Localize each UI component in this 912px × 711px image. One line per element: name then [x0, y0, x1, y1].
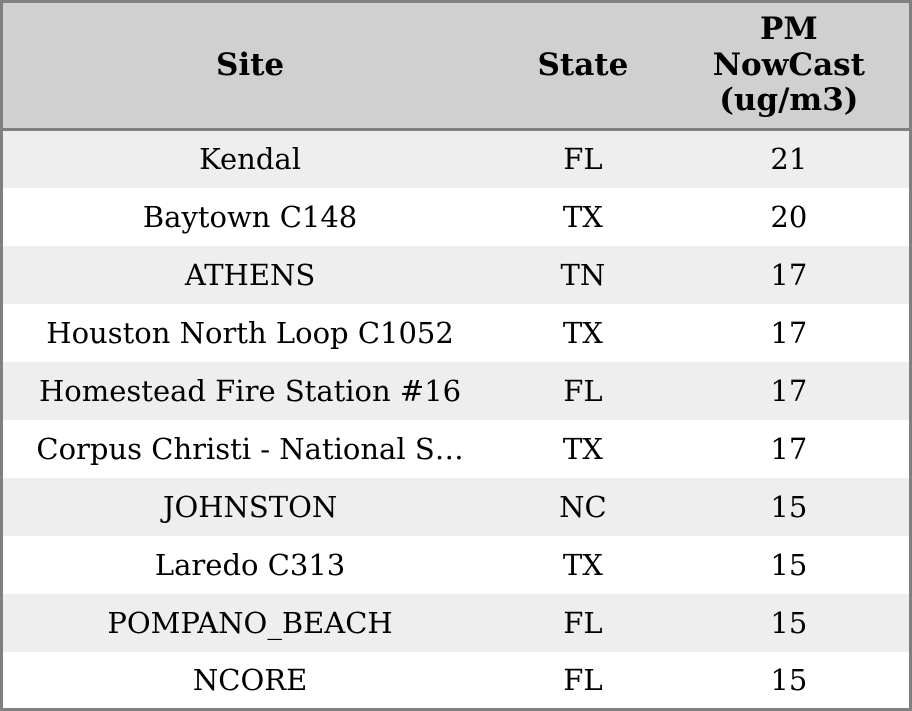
table-row[interactable]: Houston North Loop C1052 TX 17	[1, 303, 911, 362]
column-header-site[interactable]: Site	[1, 1, 498, 131]
cell-site: NCORE	[192, 662, 308, 697]
cell-pm: 15	[770, 489, 808, 524]
cell-pm: 17	[770, 315, 808, 350]
cell-site: Baytown C148	[142, 199, 358, 234]
cell-state: FL	[563, 142, 603, 177]
cell-site: Homestead Fire Station #16	[39, 373, 462, 408]
cell-state: TX	[562, 431, 603, 466]
table-header: Site State PM NowCast (ug/m3)	[1, 1, 911, 131]
cell-pm: 17	[770, 431, 808, 466]
cell-state: TX	[562, 315, 603, 350]
table-row[interactable]: Corpus Christi - National S… TX 17	[1, 419, 911, 478]
table-row[interactable]: Laredo C313 TX 15	[1, 535, 911, 594]
column-header-pm-nowcast[interactable]: PM NowCast (ug/m3)	[668, 1, 911, 131]
cell-site: Laredo C313	[154, 547, 346, 582]
cell-state: TX	[562, 547, 603, 582]
cell-pm: 20	[770, 199, 808, 234]
table-row[interactable]: JOHNSTON NC 15	[1, 477, 911, 536]
cell-pm: 15	[770, 547, 808, 582]
cell-state: FL	[563, 662, 603, 697]
table-row[interactable]: POMPANO_BEACH FL 15	[1, 593, 911, 652]
cell-state: TN	[560, 257, 606, 292]
table-row[interactable]: NCORE FL 15	[1, 651, 911, 710]
cell-state: TX	[562, 199, 603, 234]
column-header-state[interactable]: State	[497, 1, 669, 131]
cell-pm: 21	[770, 142, 808, 177]
cell-site: Kendal	[199, 142, 301, 177]
table-row[interactable]: Kendal FL 21	[1, 129, 911, 188]
table-row[interactable]: Homestead Fire Station #16 FL 17	[1, 361, 911, 420]
cell-pm: 15	[770, 605, 808, 640]
cell-pm: 15	[770, 662, 808, 697]
cell-site: JOHNSTON	[162, 489, 338, 524]
cell-pm: 17	[770, 257, 808, 292]
cell-state: NC	[559, 489, 607, 524]
cell-site: Corpus Christi - National S…	[36, 431, 464, 466]
cell-site: ATHENS	[184, 257, 316, 292]
table-row[interactable]: ATHENS TN 17	[1, 245, 911, 304]
table-row[interactable]: Baytown C148 TX 20	[1, 187, 911, 246]
cell-site: POMPANO_BEACH	[107, 605, 393, 640]
cell-state: FL	[563, 605, 603, 640]
table-body: Kendal FL 21 Baytown C148 TX 20 ATHENS T…	[1, 129, 911, 710]
cell-state: FL	[563, 373, 603, 408]
cell-pm: 17	[770, 373, 808, 408]
header-row: Site State PM NowCast (ug/m3)	[1, 1, 911, 131]
cell-site: Houston North Loop C1052	[46, 315, 454, 350]
